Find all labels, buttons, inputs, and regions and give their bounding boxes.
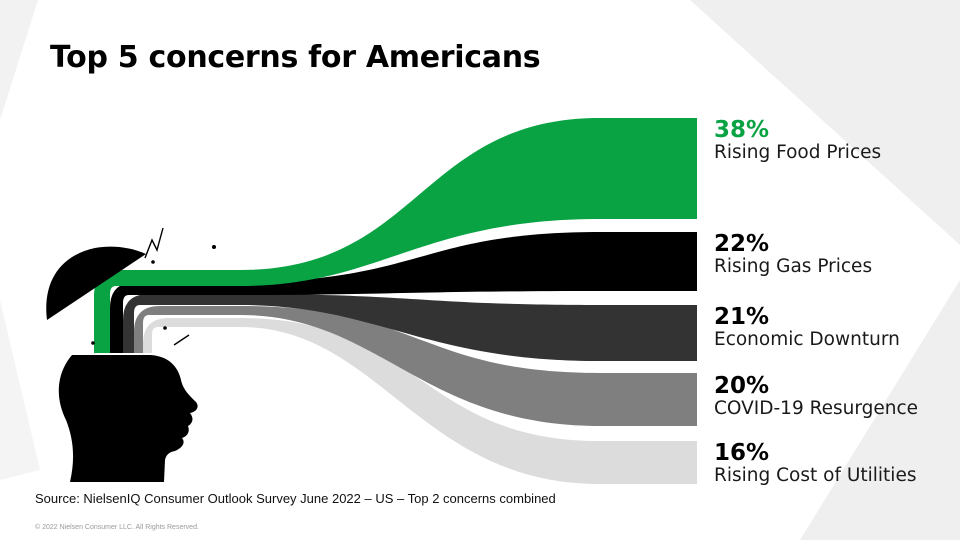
flow-band-rising-food-prices: [94, 118, 697, 353]
spark-dot-icon: [163, 326, 167, 330]
value-label-covid-19-resurgence: 20%: [714, 373, 770, 399]
flow-band-rising-cost-of-utilities: [143, 318, 697, 484]
top-right-shade: [690, 0, 960, 245]
value-label-rising-food-prices: 38%: [714, 117, 770, 143]
category-label-covid-19-resurgence: COVID-19 Resurgence: [714, 398, 919, 419]
category-label-economic-downturn: Economic Downturn: [714, 329, 900, 350]
left-shade: [0, 0, 38, 120]
flow-band-covid-19-resurgence: [134, 306, 697, 426]
flow-bands: [94, 118, 697, 484]
value-label-rising-gas-prices: 22%: [714, 231, 770, 257]
category-label-rising-gas-prices: Rising Gas Prices: [714, 256, 873, 277]
spark-dot-icon: [212, 245, 216, 249]
left-lower-shade: [0, 300, 40, 480]
spark-dot-icon: [91, 341, 95, 345]
copyright-note: © 2022 Nielsen Consumer LLC. All Rights …: [35, 524, 199, 531]
head-silhouette: [58, 355, 198, 482]
category-label-rising-cost-of-utilities: Rising Cost of Utilities: [714, 465, 917, 486]
category-label-rising-food-prices: Rising Food Prices: [714, 142, 882, 163]
flow-band-economic-downturn: [123, 294, 697, 361]
value-label-rising-cost-of-utilities: 16%: [714, 440, 770, 466]
head-lid: [46, 246, 146, 320]
flow-band-rising-gas-prices: [110, 232, 697, 353]
spark-dash-icon: [173, 334, 190, 346]
source-note: Source: NielsenIQ Consumer Outlook Surve…: [35, 491, 556, 506]
spark-dot-icon: [151, 260, 155, 264]
page-title: Top 5 concerns for Americans: [50, 40, 541, 75]
value-label-economic-downturn: 21%: [714, 304, 770, 330]
head-illustration: [46, 227, 216, 482]
bottom-right-shade: [800, 280, 960, 540]
spark-zigzag-icon: [144, 227, 164, 259]
